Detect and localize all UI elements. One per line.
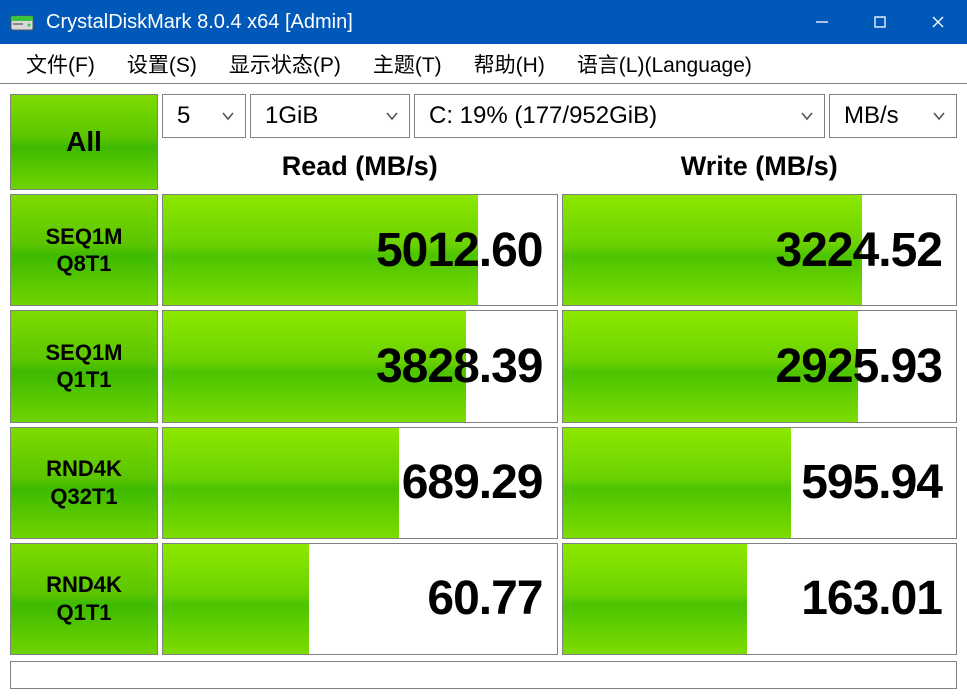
result-value: 689.29 <box>402 455 543 510</box>
chevron-down-icon <box>800 111 814 121</box>
menu-language[interactable]: 语言(L)(Language) <box>561 44 768 83</box>
chevron-down-icon <box>221 111 235 121</box>
menu-help[interactable]: 帮助(H) <box>458 44 561 83</box>
result-bar <box>563 544 748 654</box>
column-header-write: Write (MB/s) <box>562 151 958 182</box>
menu-theme[interactable]: 主题(T) <box>357 44 458 83</box>
test-button-rnd4k-q1t1[interactable]: RND4K Q1T1 <box>10 543 158 655</box>
select-unit-value: MB/s <box>844 102 899 130</box>
window-title: CrystalDiskMark 8.0.4 x64 [Admin] <box>46 11 793 34</box>
bench-row-seq1m-q8t1: SEQ1M Q8T1 5012.60 3224.52 <box>10 194 957 306</box>
select-test-size-value: 1GiB <box>265 102 318 130</box>
test-label-line2: Q1T1 <box>56 599 111 627</box>
run-all-button[interactable]: All <box>10 94 158 190</box>
benchmark-grid: SEQ1M Q8T1 5012.60 3224.52 SEQ1M Q1T1 38… <box>10 194 957 655</box>
result-value: 163.01 <box>801 571 942 626</box>
test-button-seq1m-q8t1[interactable]: SEQ1M Q8T1 <box>10 194 158 306</box>
result-value: 60.77 <box>427 571 542 626</box>
result-write-seq1m-q8t1: 3224.52 <box>562 194 958 306</box>
select-test-count[interactable]: 5 <box>162 94 246 138</box>
result-value: 5012.60 <box>376 223 543 278</box>
select-drive-value: C: 19% (177/952GiB) <box>429 102 657 130</box>
test-label-line1: RND4K <box>46 571 122 599</box>
test-label-line2: Q32T1 <box>50 483 117 511</box>
close-button[interactable] <box>909 0 967 44</box>
result-read-seq1m-q8t1: 5012.60 <box>162 194 558 306</box>
select-drive[interactable]: C: 19% (177/952GiB) <box>414 94 825 138</box>
result-value: 3224.52 <box>775 223 942 278</box>
select-test-count-value: 5 <box>177 102 190 130</box>
maximize-button[interactable] <box>851 0 909 44</box>
result-bar <box>563 428 791 538</box>
result-value: 3828.39 <box>376 339 543 394</box>
column-header-read: Read (MB/s) <box>162 151 558 182</box>
bench-row-rnd4k-q1t1: RND4K Q1T1 60.77 163.01 <box>10 543 957 655</box>
app-icon <box>8 8 36 36</box>
test-button-seq1m-q1t1[interactable]: SEQ1M Q1T1 <box>10 310 158 422</box>
result-write-seq1m-q1t1: 2925.93 <box>562 310 958 422</box>
chevron-down-icon <box>932 111 946 121</box>
test-label-line2: Q8T1 <box>56 250 111 278</box>
result-read-rnd4k-q32t1: 689.29 <box>162 427 558 539</box>
bench-row-seq1m-q1t1: SEQ1M Q1T1 3828.39 2925.93 <box>10 310 957 422</box>
test-label-line1: RND4K <box>46 455 122 483</box>
result-write-rnd4k-q32t1: 595.94 <box>562 427 958 539</box>
result-value: 595.94 <box>801 455 942 510</box>
minimize-button[interactable] <box>793 0 851 44</box>
result-read-rnd4k-q1t1: 60.77 <box>162 543 558 655</box>
result-read-seq1m-q1t1: 3828.39 <box>162 310 558 422</box>
test-button-rnd4k-q32t1[interactable]: RND4K Q32T1 <box>10 427 158 539</box>
bench-row-rnd4k-q32t1: RND4K Q32T1 689.29 595.94 <box>10 427 957 539</box>
menu-bar: 文件(F) 设置(S) 显示状态(P) 主题(T) 帮助(H) 语言(L)(La… <box>0 44 967 84</box>
test-label-line1: SEQ1M <box>45 339 122 367</box>
run-all-label: All <box>66 126 102 158</box>
menu-file[interactable]: 文件(F) <box>10 44 111 83</box>
result-write-rnd4k-q1t1: 163.01 <box>562 543 958 655</box>
select-test-size[interactable]: 1GiB <box>250 94 410 138</box>
window-controls <box>793 0 967 44</box>
test-label-line2: Q1T1 <box>56 366 111 394</box>
test-label-line1: SEQ1M <box>45 223 122 251</box>
result-bar <box>163 544 309 654</box>
result-bar <box>163 428 399 538</box>
menu-settings[interactable]: 设置(S) <box>111 44 213 83</box>
main-content: All 5 1GiB C: 19% (177/952GiB) MB/s <box>0 84 967 697</box>
menu-status[interactable]: 显示状态(P) <box>213 44 357 83</box>
result-value: 2925.93 <box>775 339 942 394</box>
window-titlebar: CrystalDiskMark 8.0.4 x64 [Admin] <box>0 0 967 44</box>
status-bar <box>10 661 957 689</box>
select-unit[interactable]: MB/s <box>829 94 957 138</box>
chevron-down-icon <box>385 111 399 121</box>
